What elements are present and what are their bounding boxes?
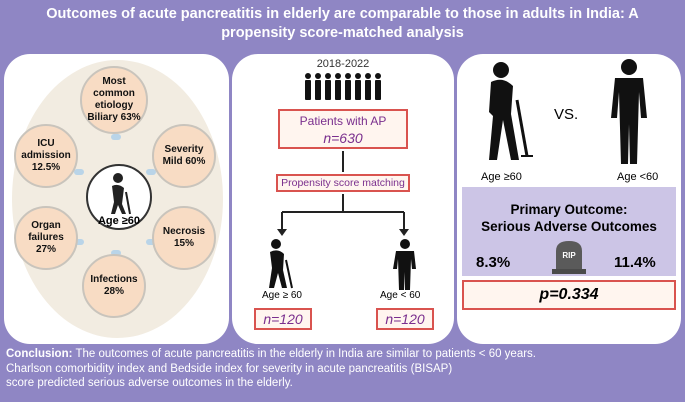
group-old-n: n=120 bbox=[263, 311, 303, 327]
bubble-text: failures bbox=[28, 232, 64, 243]
study-years: 2018-2022 bbox=[316, 58, 370, 70]
bubble-text: Severity bbox=[164, 144, 204, 155]
title-line-2: propensity score-matched analysis bbox=[221, 25, 464, 41]
conclusion: Conclusion: The outcomes of acute pancre… bbox=[6, 347, 682, 391]
pct-young: 11.4% bbox=[614, 254, 656, 271]
crowd-icon bbox=[305, 73, 381, 100]
bubble-text: common bbox=[93, 88, 135, 99]
bubble-text: Biliary 63% bbox=[87, 112, 141, 123]
patients-count: n=630 bbox=[323, 130, 363, 146]
center-label: Age ≥60 bbox=[97, 215, 141, 227]
p-value: p=0.334 bbox=[539, 286, 599, 303]
center-circle bbox=[86, 164, 152, 230]
panel-primary-outcome: VS. Age ≥60 Age <60 Primary Outcome: Ser… bbox=[457, 54, 681, 344]
panel-elderly-outcomes: Most common etiology Biliary 63% Severit… bbox=[4, 54, 229, 344]
patients-label: Patients with AP bbox=[299, 114, 387, 128]
panel-study-flow: 2018-2022 Patients with AP n=630 Propens… bbox=[232, 54, 454, 344]
primary-outcome-box: Primary Outcome: Serious Adverse Outcome… bbox=[462, 187, 676, 276]
versus-label: VS. bbox=[554, 106, 579, 123]
elderly-person-icon bbox=[489, 62, 533, 160]
elderly-person-icon bbox=[269, 239, 293, 289]
group-young-n: n=120 bbox=[385, 311, 425, 327]
bubble-infections: Infections 28% bbox=[82, 254, 146, 318]
elderly-person-icon bbox=[111, 173, 131, 215]
tombstone-text: RIP bbox=[562, 251, 576, 260]
ring-connector bbox=[74, 239, 84, 245]
adult-person-icon bbox=[611, 59, 647, 164]
bubble-etiology: Most common etiology Biliary 63% bbox=[80, 66, 148, 134]
conclusion-text-1: The outcomes of acute pancreatitis in th… bbox=[72, 348, 537, 360]
conclusion-label: Conclusion: bbox=[6, 348, 73, 360]
bubble-text: Necrosis bbox=[162, 226, 206, 237]
patients-box: Patients with AP n=630 bbox=[278, 109, 408, 149]
tombstone-icon: RIP bbox=[552, 241, 586, 274]
bubble-icu: ICU admission 12.5% bbox=[14, 124, 78, 188]
bubble-text: 15% bbox=[173, 238, 194, 249]
ring-connector bbox=[146, 169, 156, 175]
bubble-text: Infections bbox=[90, 274, 138, 285]
conclusion-text-3: score predicted serious adverse outcomes… bbox=[6, 377, 293, 389]
conclusion-text-2: Charlson comorbidity index and Bedside i… bbox=[6, 362, 453, 375]
matching-box: Propensity score matching bbox=[276, 174, 410, 192]
bubble-organ-failures: Organ failures 27% bbox=[14, 206, 78, 270]
bubble-text: admission bbox=[21, 150, 71, 161]
ring-connector bbox=[74, 169, 84, 175]
bubble-text: 27% bbox=[35, 244, 56, 255]
group-young-count: n=120 bbox=[376, 308, 434, 330]
title-line-1: Outcomes of acute pancreatitis in elderl… bbox=[46, 6, 639, 22]
group-young-label: Age < 60 bbox=[380, 290, 421, 301]
bubble-necrosis: Necrosis 15% bbox=[152, 206, 216, 270]
ring-connector bbox=[111, 250, 121, 256]
adult-person-icon bbox=[393, 239, 416, 290]
primary-outcome-title: Primary Outcome: Serious Adverse Outcome… bbox=[462, 201, 676, 235]
bubble-text: etiology bbox=[94, 100, 134, 111]
bubble-text: 12.5% bbox=[31, 162, 61, 173]
bubble-text: ICU bbox=[37, 138, 55, 149]
bubble-text: Most bbox=[102, 76, 126, 87]
page-title: Outcomes of acute pancreatitis in elderl… bbox=[0, 0, 685, 50]
p-value-box: p=0.334 bbox=[462, 280, 676, 310]
group-old-count: n=120 bbox=[254, 308, 312, 330]
bubble-text: Mild 60% bbox=[162, 156, 206, 167]
bubble-text: Organ bbox=[31, 220, 61, 231]
group-old-label: Age ≥ 60 bbox=[262, 290, 302, 301]
bubble-text: 28% bbox=[103, 286, 124, 297]
primary-title-line-1: Primary Outcome: bbox=[510, 202, 628, 217]
ring-connector bbox=[111, 134, 121, 140]
flow-connectors bbox=[277, 151, 409, 236]
primary-title-line-2: Serious Adverse Outcomes bbox=[481, 219, 657, 234]
age-young-label: Age <60 bbox=[617, 171, 659, 183]
bubble-severity: Severity Mild 60% bbox=[152, 124, 216, 188]
age-old-label: Age ≥60 bbox=[481, 171, 522, 183]
ring-connector bbox=[146, 239, 156, 245]
pct-old: 8.3% bbox=[476, 254, 511, 271]
